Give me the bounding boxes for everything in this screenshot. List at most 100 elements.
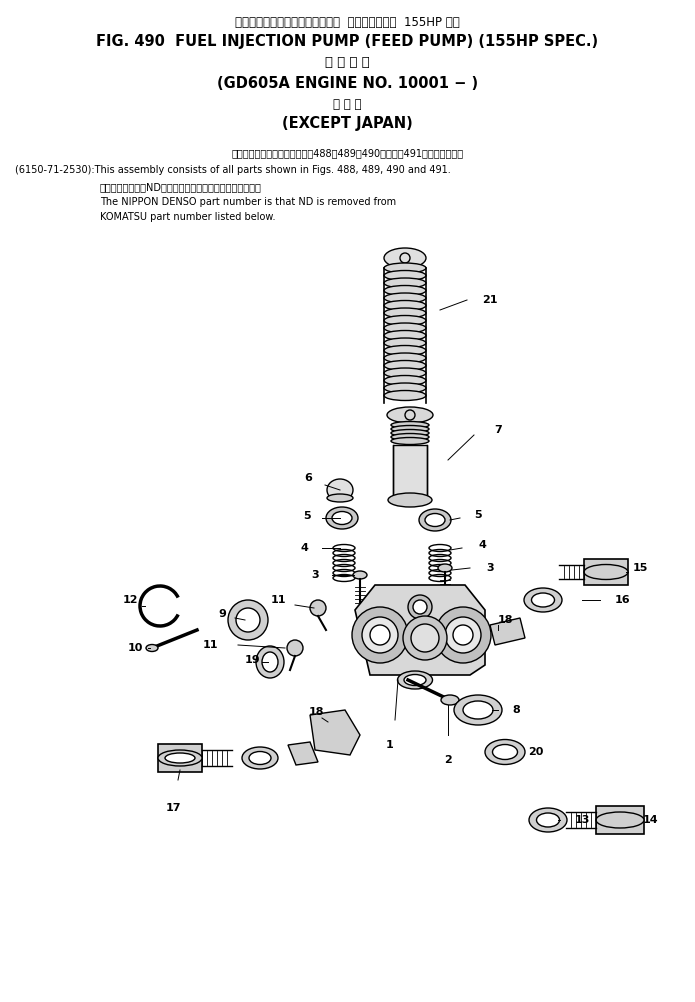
Circle shape	[453, 625, 473, 645]
Circle shape	[435, 607, 491, 663]
Circle shape	[445, 617, 481, 653]
Bar	[393, 445, 427, 500]
Circle shape	[413, 600, 427, 614]
Text: 11: 11	[202, 640, 218, 650]
Text: FIG. 490  FUEL INJECTION PUMP (FEED PUMP) (155HP SPEC.): FIG. 490 FUEL INJECTION PUMP (FEED PUMP)…	[97, 34, 598, 49]
Ellipse shape	[384, 383, 426, 393]
Ellipse shape	[441, 695, 459, 705]
Text: 10: 10	[127, 643, 142, 653]
Text: (6150-71-2530):This assembly consists of all parts shown in Figs. 488, 489, 490 : (6150-71-2530):This assembly consists of…	[15, 165, 451, 175]
Text: 20: 20	[528, 747, 543, 757]
Text: 適 用 号 機: 適 用 号 機	[325, 56, 370, 69]
Ellipse shape	[384, 368, 426, 378]
Text: 5: 5	[474, 510, 482, 520]
Circle shape	[408, 595, 432, 619]
Circle shape	[403, 616, 447, 660]
Ellipse shape	[384, 293, 426, 303]
Text: 18: 18	[309, 707, 324, 717]
Text: 7: 7	[494, 425, 502, 435]
Text: 3: 3	[311, 570, 319, 580]
Ellipse shape	[384, 263, 426, 273]
Ellipse shape	[384, 361, 426, 371]
Text: 13: 13	[574, 815, 589, 825]
Ellipse shape	[485, 739, 525, 765]
Ellipse shape	[529, 808, 567, 832]
Bar	[584, 559, 628, 585]
Ellipse shape	[425, 513, 445, 526]
Text: 2: 2	[444, 755, 452, 765]
Ellipse shape	[524, 588, 562, 612]
Ellipse shape	[388, 493, 432, 507]
Ellipse shape	[353, 571, 367, 579]
Ellipse shape	[262, 652, 278, 672]
Circle shape	[362, 617, 398, 653]
Text: 14: 14	[642, 815, 657, 825]
Text: 5: 5	[303, 511, 311, 521]
Text: 12: 12	[122, 595, 138, 605]
Circle shape	[310, 600, 326, 616]
Text: 海 外 向: 海 外 向	[333, 98, 362, 111]
Circle shape	[236, 608, 260, 632]
Ellipse shape	[384, 286, 426, 296]
Ellipse shape	[391, 434, 429, 441]
Circle shape	[228, 600, 268, 640]
Polygon shape	[288, 742, 318, 765]
Ellipse shape	[391, 426, 429, 433]
Ellipse shape	[384, 331, 426, 341]
Text: 3: 3	[486, 563, 494, 573]
Polygon shape	[490, 618, 525, 645]
Ellipse shape	[249, 752, 271, 765]
Ellipse shape	[384, 323, 426, 333]
Ellipse shape	[391, 430, 429, 437]
Ellipse shape	[326, 507, 358, 529]
Text: 15: 15	[632, 563, 648, 573]
Ellipse shape	[384, 316, 426, 326]
Ellipse shape	[493, 744, 518, 760]
Text: 4: 4	[300, 543, 308, 553]
Ellipse shape	[391, 438, 429, 445]
Ellipse shape	[384, 248, 426, 268]
Text: 8: 8	[512, 705, 520, 715]
Text: (GD605A ENGINE NO. 10001 − ): (GD605A ENGINE NO. 10001 − )	[217, 76, 478, 91]
Text: 19: 19	[244, 655, 260, 665]
Ellipse shape	[387, 407, 433, 423]
Ellipse shape	[419, 509, 451, 531]
Ellipse shape	[384, 278, 426, 288]
Ellipse shape	[537, 813, 559, 827]
Polygon shape	[355, 585, 485, 675]
Text: フェエルインジェクションポンプ  フィードポンプ  155HP 仕様: フェエルインジェクションポンプ フィードポンプ 155HP 仕様	[235, 16, 460, 29]
Ellipse shape	[584, 564, 628, 579]
Ellipse shape	[438, 564, 452, 572]
Text: 品番のメーカ記号NDを除いたものが日本電装の品番です．: 品番のメーカ記号NDを除いたものが日本電装の品番です．	[100, 182, 262, 192]
Ellipse shape	[398, 671, 432, 689]
Ellipse shape	[332, 511, 352, 524]
Circle shape	[352, 607, 408, 663]
Ellipse shape	[404, 674, 426, 685]
Bar	[596, 806, 644, 834]
Circle shape	[411, 624, 439, 652]
Ellipse shape	[146, 644, 158, 651]
Ellipse shape	[384, 376, 426, 386]
Ellipse shape	[384, 391, 426, 401]
Text: 16: 16	[615, 595, 631, 605]
Ellipse shape	[463, 701, 493, 719]
Ellipse shape	[242, 747, 278, 769]
Ellipse shape	[384, 301, 426, 311]
Ellipse shape	[454, 695, 502, 725]
Text: 11: 11	[270, 595, 286, 605]
Ellipse shape	[384, 346, 426, 356]
Circle shape	[287, 640, 303, 656]
Text: 17: 17	[165, 803, 181, 813]
Text: このアセンブリの構成部品は第488、489、490および第491図を含みます．: このアセンブリの構成部品は第488、489、490および第491図を含みます．	[231, 148, 464, 158]
Text: 18: 18	[497, 615, 513, 625]
Text: 6: 6	[304, 473, 312, 483]
Polygon shape	[310, 710, 360, 755]
Text: 1: 1	[386, 740, 394, 750]
Text: 4: 4	[478, 540, 486, 550]
Ellipse shape	[532, 593, 555, 607]
Text: 9: 9	[218, 609, 226, 619]
Ellipse shape	[327, 479, 353, 501]
Ellipse shape	[596, 812, 644, 828]
Text: 21: 21	[482, 295, 498, 305]
Text: KOMATSU part number listed below.: KOMATSU part number listed below.	[100, 212, 275, 222]
